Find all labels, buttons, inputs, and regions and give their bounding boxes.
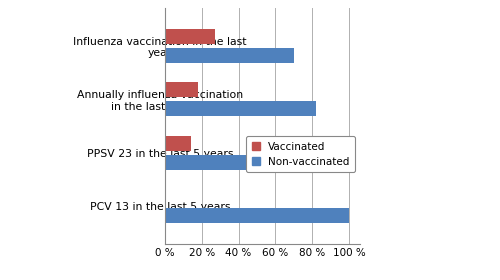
Bar <box>165 101 316 116</box>
Legend: Vaccinated, Non-vaccinated: Vaccinated, Non-vaccinated <box>246 136 355 172</box>
Bar <box>165 208 349 223</box>
Bar <box>165 48 294 63</box>
Bar <box>165 82 198 97</box>
Bar <box>165 29 214 44</box>
Bar <box>165 155 298 170</box>
Bar <box>165 136 191 151</box>
